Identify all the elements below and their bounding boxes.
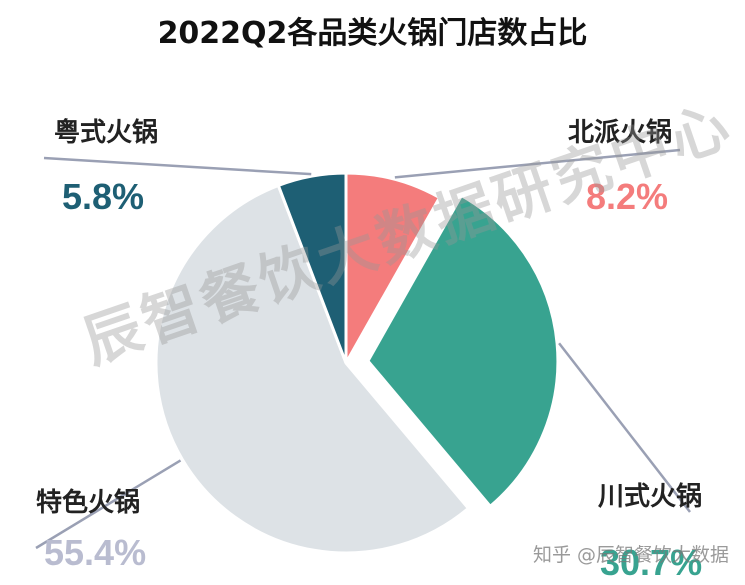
leader-sichuan [558, 342, 691, 513]
pie-slices [154, 171, 560, 555]
leader-lines [35, 148, 691, 550]
leader-north [394, 148, 681, 179]
leader-special [35, 459, 182, 550]
value-special: 55.4% [44, 532, 147, 573]
value-north: 8.2% [586, 176, 669, 217]
leader-cantonese [43, 156, 312, 176]
slice-sichuan [366, 193, 560, 509]
label-cantonese: 粤式火锅 [54, 118, 159, 148]
value-sichuan: 30.7% [600, 542, 703, 583]
label-special: 特色火锅 [36, 488, 141, 518]
chart-title: 2022Q2各品类火锅门店数占比 [157, 16, 588, 51]
source-mark: 知乎 @辰智餐饮大数据 [532, 544, 729, 566]
label-sichuan: 川式火锅 [598, 482, 703, 512]
slice-cantonese [276, 171, 348, 364]
value-cantonese: 5.8% [62, 176, 145, 217]
slice-north [344, 171, 442, 369]
label-north: 北派火锅 [568, 118, 673, 148]
slice-special [154, 183, 471, 555]
